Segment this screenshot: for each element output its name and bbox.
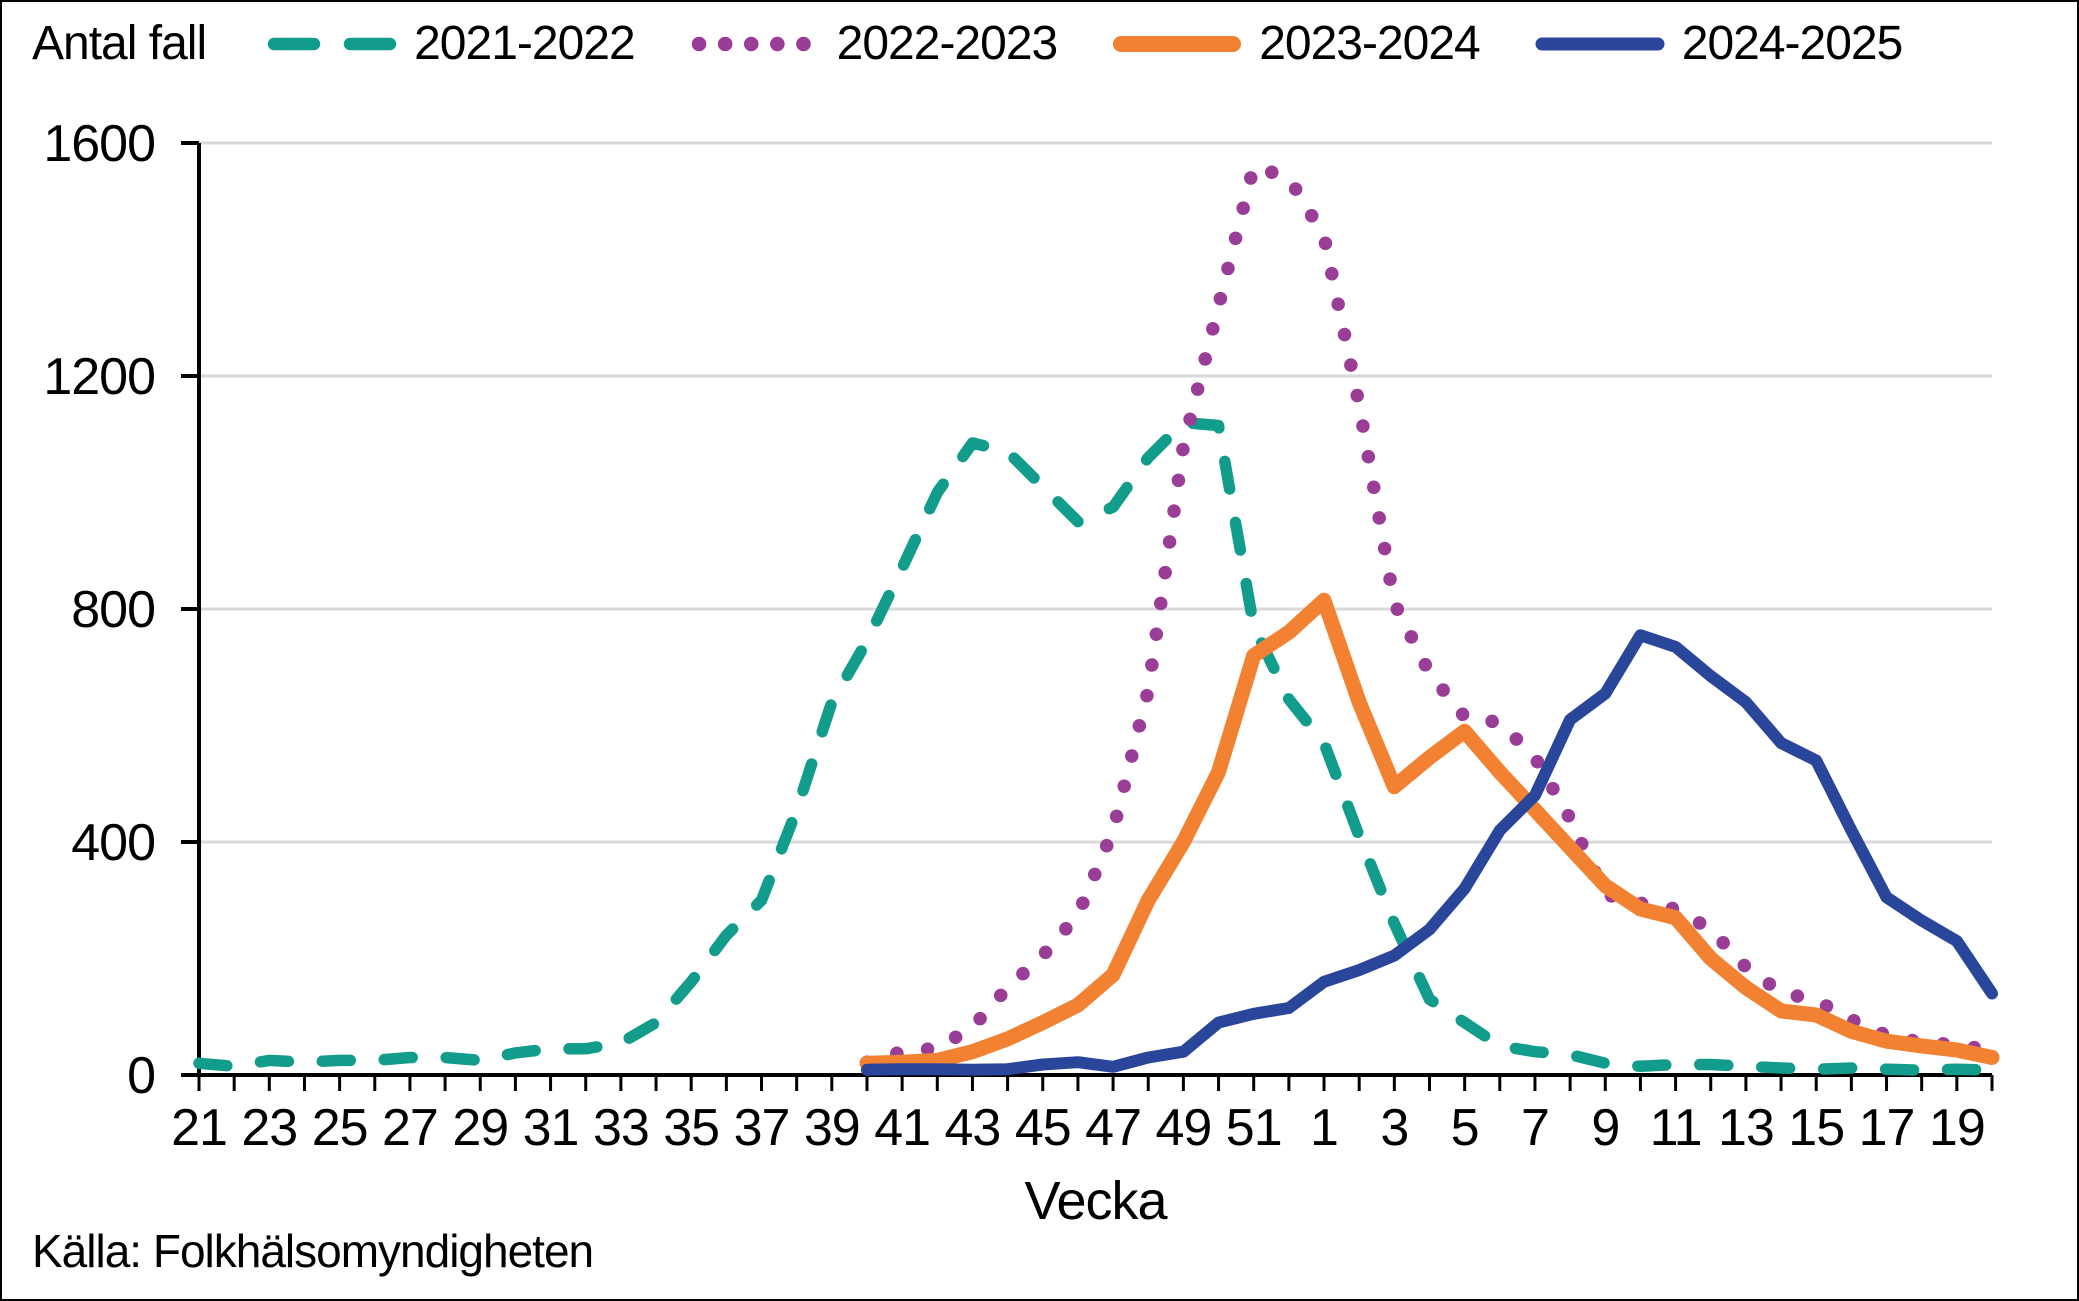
- x-tick-label: 39: [804, 1099, 860, 1157]
- x-tick-label: 21: [171, 1099, 227, 1157]
- x-tick-label: 11: [1650, 1099, 1702, 1157]
- legend-label-2024-2025: 2024-2025: [1681, 17, 1904, 70]
- x-tick-label: 7: [1521, 1099, 1549, 1157]
- legend-label-2022-2023: 2022-2023: [836, 17, 1059, 70]
- x-tick-label: 31: [523, 1099, 579, 1157]
- x-axis-title: Vecka: [1024, 1171, 1167, 1231]
- x-tick-label: 23: [241, 1099, 297, 1157]
- legend-swatch-dotted-line-icon: [691, 36, 820, 51]
- x-tick-label: 47: [1085, 1099, 1141, 1157]
- y-tick-label: 800: [71, 581, 155, 639]
- y-axis-title: Antal fall: [32, 17, 207, 70]
- y-tick-label: 400: [71, 814, 155, 872]
- x-tick-label: 37: [734, 1099, 790, 1157]
- x-tick-label: 51: [1226, 1099, 1282, 1157]
- legend-label-2021-2022: 2021-2022: [414, 17, 636, 70]
- legend-item-2023-2024: 2023-2024: [1111, 16, 1481, 71]
- legend-item-2022-2023: 2022-2023: [689, 16, 1058, 71]
- x-tick-label: 33: [593, 1099, 649, 1157]
- x-tick-label: 19: [1929, 1099, 1985, 1157]
- x-tick-label: 15: [1788, 1099, 1844, 1157]
- legend-label-2023-2024: 2023-2024: [1259, 17, 1481, 70]
- x-tick-label: 41: [874, 1099, 930, 1157]
- legend-swatch-solid-thick-line-icon: [1113, 35, 1242, 52]
- x-tick-label: 9: [1591, 1099, 1619, 1157]
- series-line-2024-2025: [861, 629, 1998, 1076]
- x-tick-label: 3: [1380, 1099, 1408, 1157]
- x-tick-label: 1: [1310, 1099, 1338, 1157]
- legend-item-2021-2022: 2021-2022: [266, 16, 636, 71]
- x-tick-label: 49: [1155, 1099, 1211, 1157]
- y-tick-label: 1200: [43, 348, 155, 406]
- x-tick-label: 5: [1451, 1099, 1479, 1157]
- legend-swatch-dashed-line-icon: [267, 37, 397, 50]
- y-tick-label: 0: [127, 1047, 155, 1105]
- y-tick-label: 1600: [43, 115, 155, 173]
- legend-swatch-solid-line-icon: [1535, 37, 1665, 50]
- legend-item-2024-2025: 2024-2025: [1534, 16, 1903, 71]
- x-tick-label: 27: [382, 1099, 438, 1157]
- legend: Antal fall 2021-2022 2022-2023 2023-2024…: [32, 16, 1903, 71]
- x-tick-label: 43: [945, 1099, 1001, 1157]
- x-tick-label: 35: [663, 1099, 719, 1157]
- x-tick-label: 29: [452, 1099, 508, 1157]
- x-tick-label: 45: [1015, 1099, 1071, 1157]
- x-tick-label: 13: [1718, 1099, 1774, 1157]
- x-tick-label: 25: [312, 1099, 368, 1157]
- x-tick-label: 17: [1859, 1099, 1915, 1157]
- series-line-2023-2024: [859, 592, 2000, 1071]
- source-note: Källa: Folkhälsomyndigheten: [32, 1225, 594, 1277]
